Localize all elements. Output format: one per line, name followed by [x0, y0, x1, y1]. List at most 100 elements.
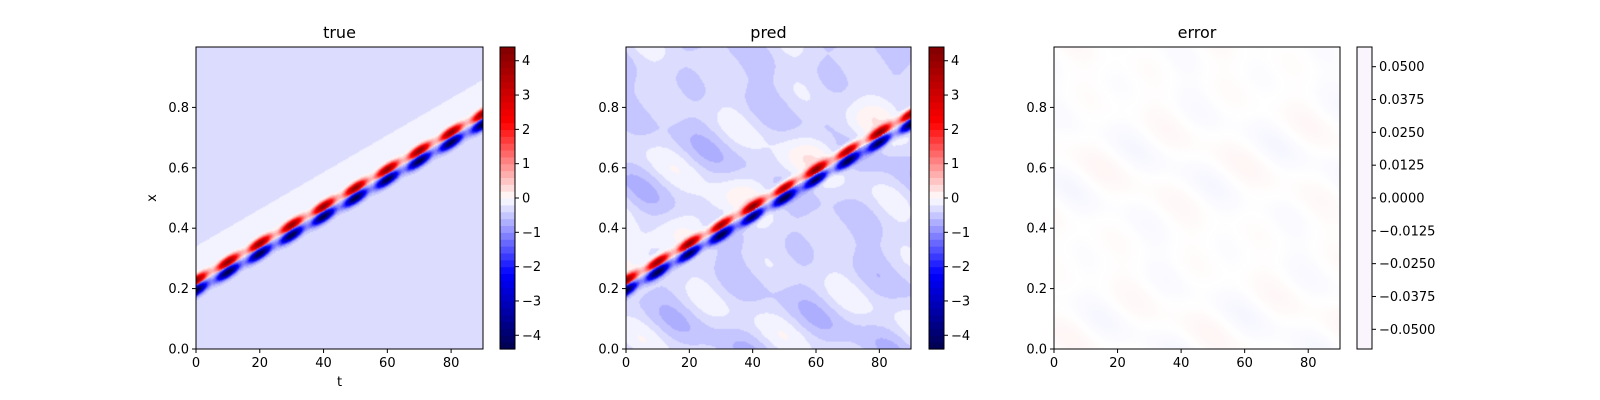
- colorbar-tick-label: −4: [951, 329, 970, 344]
- y-tick-label: 0.0: [598, 343, 619, 358]
- colorbar-tick-label: −0.0125: [1379, 224, 1435, 239]
- colorbar-tick-label: 0.0250: [1379, 126, 1425, 141]
- colorbar-step: [500, 218, 515, 227]
- x-tick-label: 0: [1050, 356, 1058, 371]
- colorbar-step: [929, 191, 944, 199]
- colorbar-step: [929, 198, 944, 206]
- colorbar: −4 −3 −2 −1 0 1 2 3 4: [499, 46, 541, 350]
- colorbar-step: [500, 239, 515, 247]
- colorbar-step: [929, 287, 944, 295]
- y-tick-label: 0.2: [1026, 282, 1047, 297]
- y-tick-label: 0.8: [598, 101, 619, 116]
- colorbar-step: [929, 88, 944, 96]
- y-tick-label: 0.2: [598, 282, 619, 297]
- subplot-pred: pred 0 20 40 60 80 0.0 0.2 0.4 0.6 0.8 −4 −3 −2 −1 0 1 2 3…: [598, 23, 970, 371]
- heatmap-image: [1054, 47, 1340, 349]
- colorbar-step: [500, 88, 515, 96]
- colorbar-step: [500, 300, 515, 309]
- colorbar-step: [500, 47, 515, 55]
- colorbar-step: [500, 342, 515, 350]
- colorbar-step: [500, 211, 515, 220]
- colorbar-step: [500, 156, 515, 165]
- colorbar-step: [500, 149, 515, 158]
- x-tick-label: 80: [443, 356, 460, 371]
- colorbar-step: [500, 328, 515, 336]
- x-axis-label: t: [337, 375, 342, 390]
- colorbar-step: [500, 335, 515, 343]
- colorbar-tick-label: 2: [951, 123, 959, 138]
- y-tick-label: 0.8: [1026, 101, 1047, 116]
- colorbar-step: [929, 335, 944, 343]
- colorbar-step: [929, 273, 944, 281]
- y-axis-label: x: [145, 194, 160, 202]
- y-tick-label: 0.6: [598, 161, 619, 176]
- colorbar-step: [500, 225, 515, 233]
- colorbar-step: [500, 81, 515, 89]
- colorbar-tick-label: −4: [522, 329, 541, 344]
- subplot-true: true 0 20 40 60 80 0.0 0.2 0.4 0.6 0.8 t x −4 −3 −2 −1 0 1…: [145, 23, 541, 390]
- colorbar-tick-label: −0.0375: [1379, 290, 1435, 305]
- subplot-title: true: [323, 23, 356, 42]
- colorbar-tick-label: 4: [951, 54, 959, 69]
- colorbar-step: [500, 95, 515, 103]
- x-tick-label: 80: [1300, 356, 1317, 371]
- colorbar-step: [500, 287, 515, 295]
- heatmap-image: [626, 47, 911, 349]
- colorbar-tick-label: 0.0375: [1379, 93, 1425, 108]
- colorbar-tick-label: 0: [522, 192, 530, 207]
- colorbar-step: [929, 280, 944, 288]
- colorbar-step: [929, 149, 944, 158]
- colorbar-tick-label: 0.0125: [1379, 159, 1425, 174]
- colorbar-tick-label: 0: [951, 192, 959, 207]
- colorbar-step: [500, 294, 515, 302]
- colorbar-step: [929, 136, 944, 144]
- axes-frame: [625, 46, 912, 350]
- colorbar-step: [500, 122, 515, 130]
- colorbar-step: [500, 314, 515, 323]
- y-tick-label: 0.2: [168, 282, 189, 297]
- colorbar-step: [500, 115, 515, 124]
- colorbar-step: [929, 143, 944, 151]
- colorbar-step: [929, 300, 944, 309]
- x-tick-label: 80: [871, 356, 888, 371]
- colorbar-step: [929, 115, 944, 124]
- colorbar-step: [929, 252, 944, 261]
- colorbar-tick-label: −1: [522, 226, 541, 241]
- colorbar-step: [929, 294, 944, 302]
- x-tick-label: 60: [808, 356, 825, 371]
- colorbar-step: [929, 108, 944, 117]
- colorbar-tick-label: −0.0250: [1379, 257, 1435, 272]
- colorbar-tick-label: 0.0000: [1379, 192, 1425, 207]
- colorbar-tick-label: 3: [951, 89, 959, 104]
- colorbar-step: [929, 239, 944, 247]
- axes-frame: [1053, 46, 1341, 350]
- x-tick-label: 20: [681, 356, 698, 371]
- colorbar-step: [500, 108, 515, 117]
- colorbar-tick-label: −2: [951, 260, 970, 275]
- colorbar-step: [929, 218, 944, 227]
- colorbar-step: [500, 266, 515, 275]
- y-tick-label: 0.0: [168, 343, 189, 358]
- colorbar-step: [500, 191, 515, 199]
- colorbar-step: [929, 129, 944, 137]
- colorbar-step: [929, 53, 944, 62]
- colorbar-step: [500, 163, 515, 172]
- heatmap-image: [196, 47, 483, 349]
- colorbar-tick-label: 2: [522, 123, 530, 138]
- x-tick-label: 0: [622, 356, 630, 371]
- colorbar-tick-label: −2: [522, 260, 541, 275]
- colorbar-step: [929, 184, 944, 192]
- colorbar-step: [500, 74, 515, 82]
- y-tick-label: 0.0: [1026, 343, 1047, 358]
- colorbar-tick-label: −0.0500: [1379, 323, 1435, 338]
- colorbar-step: [929, 122, 944, 130]
- colorbar-step: [929, 67, 944, 76]
- x-tick-label: 20: [1109, 356, 1126, 371]
- x-tick-label: 40: [744, 356, 761, 371]
- y-tick-label: 0.4: [598, 222, 619, 237]
- colorbar-tick-label: 0.0500: [1379, 60, 1425, 75]
- colorbar-step: [500, 198, 515, 206]
- colorbar-step: [929, 225, 944, 233]
- x-tick-label: 40: [1173, 356, 1190, 371]
